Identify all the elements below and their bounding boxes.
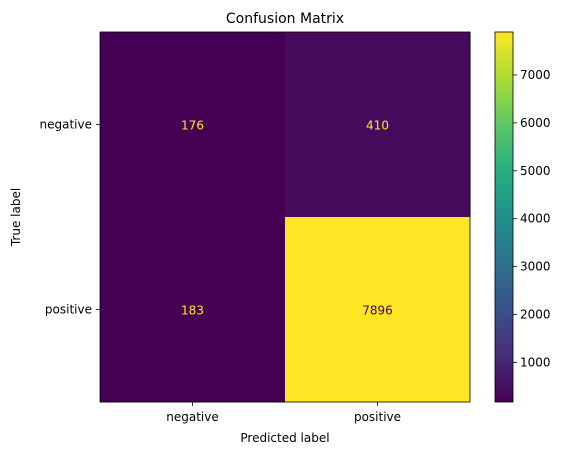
- colorbar-tick-label: 1000: [520, 356, 551, 370]
- colorbar-ticks: 1000 2000 3000 4000 5000 6000 7000: [513, 68, 551, 370]
- heatmap-cell: [100, 32, 286, 218]
- heatmap-cell: [285, 217, 471, 403]
- heatmap-cell-labels: 176 410 183 7896: [181, 119, 393, 318]
- chart-title: Confusion Matrix: [226, 11, 344, 27]
- y-tick-label: positive: [45, 303, 92, 317]
- y-tick-label: negative: [40, 118, 92, 132]
- heatmap-cells: [100, 32, 471, 403]
- colorbar-tick-label: 5000: [520, 164, 551, 178]
- x-tick-label: positive: [354, 410, 401, 424]
- plot-frame: [99, 31, 471, 403]
- cell-value-label: 410: [366, 119, 389, 133]
- colorbar-tick-label: 4000: [520, 212, 551, 226]
- x-axis-label: Predicted label: [240, 431, 329, 445]
- colorbar-tick-label: 7000: [520, 68, 551, 82]
- colorbar-tick-label: 6000: [520, 116, 551, 130]
- cell-value-label: 7896: [362, 304, 393, 318]
- y-axis-label: True label: [9, 188, 23, 247]
- colorbar: [494, 31, 514, 403]
- heatmap-cell: [285, 32, 471, 218]
- cell-value-label: 176: [181, 119, 204, 133]
- heatmap-cell: [100, 217, 286, 403]
- x-tick-label: negative: [166, 410, 218, 424]
- y-axis: negative positive: [40, 118, 100, 317]
- colorbar-tick-label: 3000: [520, 260, 551, 274]
- colorbar-tick-label: 2000: [520, 308, 551, 322]
- cell-value-label: 183: [181, 304, 204, 318]
- x-axis: negative positive: [166, 402, 401, 424]
